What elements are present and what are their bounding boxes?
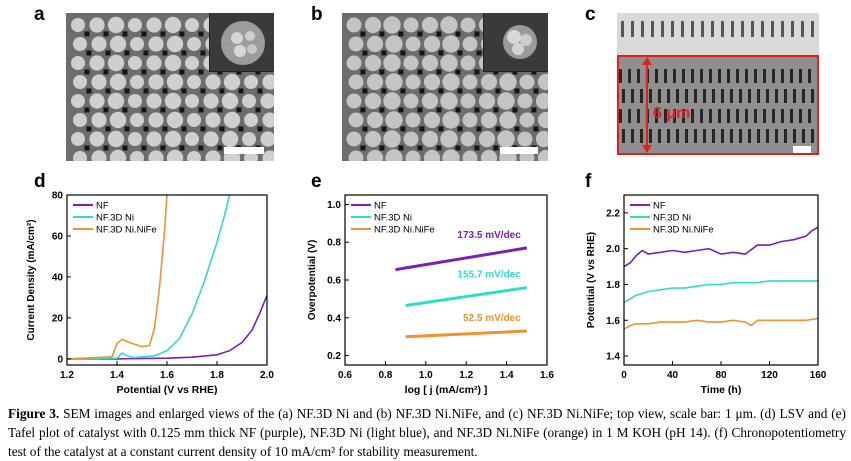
highlight-box bbox=[617, 55, 819, 155]
chart-chronopotentiometry: 0 40 80 120 160 1.4 1.6 1.8 2.0 2.2 Time (h) Potent… bbox=[586, 194, 827, 396]
y-axis-label: Potential (V vs RHE) bbox=[586, 232, 597, 328]
height-label: 6 μm bbox=[653, 105, 691, 122]
y-tick-label: 20 bbox=[52, 313, 64, 324]
x-tick-label: 2.0 bbox=[260, 370, 274, 381]
y-tick-label: 0 bbox=[57, 354, 63, 365]
panel-letter-a: a bbox=[34, 4, 45, 25]
y-tick-label: 1.0 bbox=[327, 200, 341, 211]
panel-letter-b: b bbox=[311, 4, 323, 25]
series-line-1 bbox=[405, 286, 528, 307]
series-line-0 bbox=[624, 226, 818, 268]
series-line-2 bbox=[624, 317, 818, 330]
x-tick-label: 1.6 bbox=[540, 370, 554, 381]
legend-label: NF.3D Ni bbox=[96, 213, 134, 224]
figure-caption: Figure 3. SEM images and enlarged views … bbox=[8, 404, 846, 461]
x-axis-label: Time (h) bbox=[701, 384, 742, 396]
y-tick-label: 1.6 bbox=[606, 316, 620, 327]
sem-image-b bbox=[342, 13, 548, 161]
x-tick-label: 1.0 bbox=[419, 370, 433, 381]
panel-letter-f: f bbox=[585, 171, 592, 192]
legend-label: NF.3D Ni.NiFe bbox=[96, 225, 157, 236]
x-tick-label: 80 bbox=[715, 370, 727, 381]
x-tick-label: 0 bbox=[621, 370, 627, 381]
series-line-2 bbox=[405, 329, 527, 339]
legend-label: NF.3D Ni.NiFe bbox=[653, 225, 714, 236]
series-line-1 bbox=[67, 195, 231, 360]
y-tick-label: 1.4 bbox=[606, 352, 620, 363]
scale-bar-b bbox=[500, 147, 538, 154]
x-tick-label: 0.8 bbox=[378, 370, 392, 381]
height-arrow bbox=[642, 57, 652, 153]
legend-label: NF.3D Ni.NiFe bbox=[374, 225, 435, 236]
series-line-1 bbox=[624, 280, 818, 304]
x-tick-label: 1.4 bbox=[500, 370, 514, 381]
y-tick-label: 0.8 bbox=[327, 238, 341, 249]
legend-label: NF bbox=[374, 201, 387, 212]
x-tick-label: 1.6 bbox=[160, 370, 174, 381]
series-line-0 bbox=[395, 246, 528, 272]
legend-label: NF.3D Ni bbox=[374, 213, 412, 224]
series-line-2 bbox=[67, 195, 168, 360]
scale-bar-a bbox=[224, 147, 264, 154]
sem-inset-b bbox=[483, 13, 548, 72]
x-tick-label: 1.2 bbox=[459, 370, 473, 381]
scale-bar-c bbox=[793, 146, 811, 153]
slope-annotation: 173.5 mV/dec bbox=[457, 230, 521, 241]
y-tick-label: 40 bbox=[52, 272, 64, 283]
caption-text: SEM images and enlarged views of the (a)… bbox=[8, 406, 846, 459]
chart-lsv: 1.2 1.4 1.6 1.8 2.0 0 20 40 60 80 Potential (V vs … bbox=[26, 191, 274, 397]
legend-label: NF bbox=[653, 201, 666, 212]
series-line-0 bbox=[67, 295, 267, 360]
x-tick-label: 40 bbox=[667, 370, 679, 381]
y-axis-label: Current Density (mA/cm²) bbox=[26, 219, 37, 340]
slope-annotation: 52.5 mV/dec bbox=[463, 313, 521, 324]
sem-image-a bbox=[66, 13, 274, 161]
sem-image-c: 6 μm bbox=[617, 13, 819, 155]
y-tick-label: 1.8 bbox=[606, 280, 620, 291]
y-tick-label: 2.0 bbox=[606, 244, 620, 255]
y-axis-label: Overpotential (V) bbox=[307, 240, 318, 321]
x-tick-label: 0.6 bbox=[338, 370, 352, 381]
x-tick-label: 1.2 bbox=[60, 370, 74, 381]
y-tick-label: 2.2 bbox=[606, 208, 620, 219]
y-tick-label: 0.2 bbox=[327, 351, 341, 362]
panel-letter-c: c bbox=[585, 4, 596, 25]
slope-annotation: 155.7 mV/dec bbox=[457, 270, 521, 281]
x-tick-label: 160 bbox=[810, 370, 827, 381]
panel-letter-e: e bbox=[311, 171, 322, 192]
x-axis-label: Potential (V vs RHE) bbox=[117, 384, 218, 396]
x-tick-label: 1.4 bbox=[110, 370, 124, 381]
y-tick-label: 0.6 bbox=[327, 276, 341, 287]
legend-label: NF.3D Ni bbox=[653, 213, 691, 224]
legend-label: NF bbox=[96, 201, 109, 212]
panel-letter-d: d bbox=[34, 171, 46, 192]
x-tick-label: 1.8 bbox=[210, 370, 224, 381]
x-axis-label: log [ j (mA/cm²) ] bbox=[405, 384, 488, 396]
caption-prefix: Figure 3. bbox=[8, 406, 60, 421]
chart-tafel: 0.6 0.8 1.0 1.2 1.4 1.6 0.2 0.4 0.6 0.8 1.0 log [ j… bbox=[307, 194, 554, 396]
y-tick-label: 80 bbox=[52, 191, 64, 202]
y-tick-label: 60 bbox=[52, 231, 64, 242]
x-tick-label: 120 bbox=[761, 370, 778, 381]
y-tick-label: 0.4 bbox=[327, 313, 341, 324]
sem-inset-a bbox=[209, 13, 274, 72]
